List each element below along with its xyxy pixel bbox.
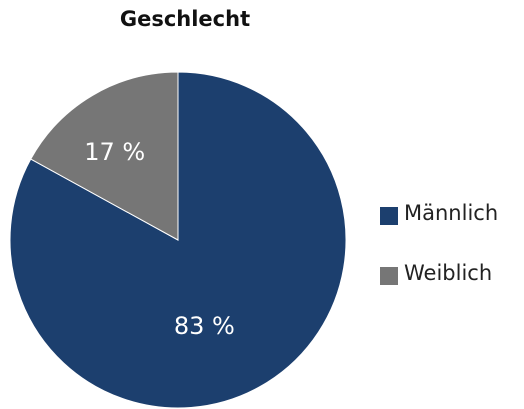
- chart-title: Geschlecht: [120, 7, 250, 31]
- value-label: 17 %: [84, 138, 145, 166]
- legend-label: Weiblich: [404, 261, 492, 285]
- pie-slice: [30, 71, 179, 241]
- legend-swatch: [380, 207, 398, 225]
- legend-label: Männlich: [404, 201, 498, 225]
- pie-slice: [9, 71, 347, 409]
- value-label: 83 %: [174, 312, 235, 340]
- legend-swatch: [380, 267, 398, 285]
